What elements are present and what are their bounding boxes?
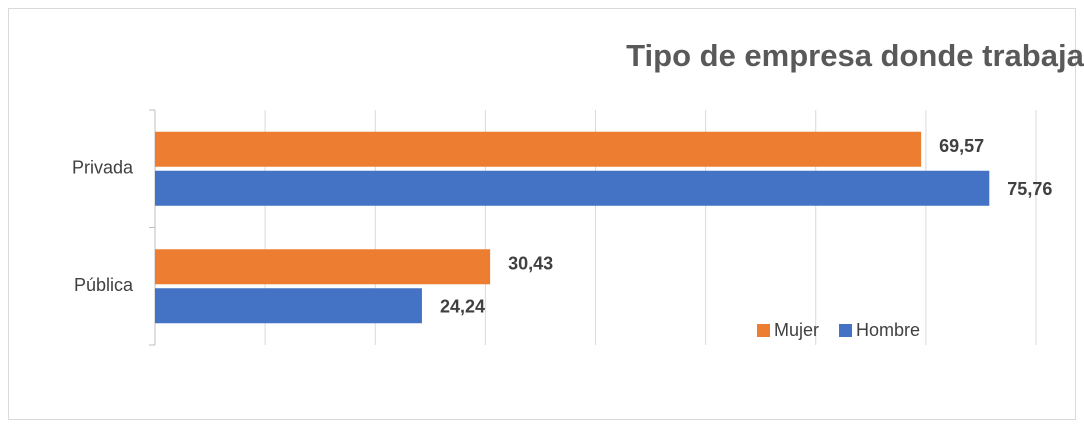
y-tick-label: Privada bbox=[72, 158, 134, 178]
bar bbox=[155, 131, 922, 167]
legend-swatch bbox=[757, 324, 770, 337]
data-label: 30,43 bbox=[508, 254, 553, 274]
data-label: 69,57 bbox=[939, 136, 984, 156]
legend-swatch bbox=[839, 324, 853, 337]
chart-frame bbox=[8, 8, 1076, 420]
bar bbox=[155, 249, 491, 285]
data-label: 75,76 bbox=[1007, 179, 1052, 199]
legend-label: Mujer bbox=[774, 320, 819, 340]
y-tick-label: Pública bbox=[74, 275, 134, 295]
bar bbox=[155, 170, 990, 206]
data-label: 24,24 bbox=[440, 297, 485, 317]
legend-label: Hombre bbox=[856, 320, 920, 340]
chart-title: Tipo de empresa donde trabaja bbox=[626, 38, 1084, 73]
bar bbox=[155, 288, 422, 324]
